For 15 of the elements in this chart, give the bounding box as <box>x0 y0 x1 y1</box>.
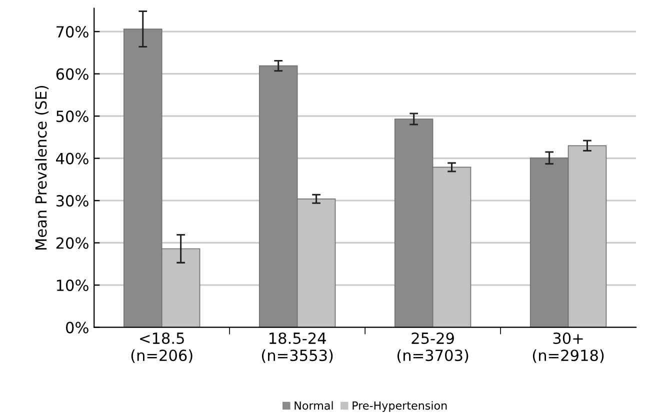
y-tick-label: 50% <box>56 110 88 122</box>
y-tick-label: 0% <box>66 322 88 334</box>
x-tick-label: 25-29 (n=3703) <box>397 332 468 363</box>
x-tick-label: 18.5-24 (n=3553) <box>262 332 333 363</box>
x-tick-label: 30+ (n=2918) <box>532 332 604 363</box>
y-tick-label: 60% <box>56 68 88 80</box>
legend-label: Pre-Hypertension <box>352 401 447 412</box>
y-tick-label: 30% <box>56 195 88 207</box>
y-tick-label: 70% <box>56 26 88 38</box>
y-tick-label: 20% <box>56 237 88 249</box>
y-tick-label: 40% <box>56 152 88 164</box>
x-tick-label: <18.5 (n=206) <box>131 332 192 363</box>
legend-label: Normal <box>294 401 333 410</box>
y-tick-label: 10% <box>56 280 88 292</box>
y-axis-title: Mean Prevalence (SE) <box>34 86 49 250</box>
